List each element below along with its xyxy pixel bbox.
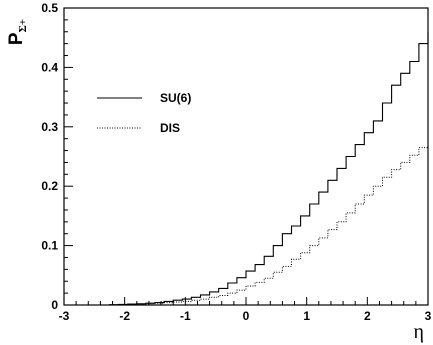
x-tick-label: -3 bbox=[59, 309, 70, 323]
y-tick-label: 0.2 bbox=[41, 179, 58, 193]
plot-frame bbox=[63, 7, 429, 306]
y-tick-label: 0.5 bbox=[41, 1, 58, 15]
legend-label: DIS bbox=[160, 121, 180, 135]
tick-layer: -3 -2 -1 0 1 2 3 0 0.1 0.2 0.3 0.4 0.5 bbox=[41, 1, 431, 323]
y-axis-title: PΣ+ bbox=[6, 19, 29, 45]
x-axis-title: η bbox=[414, 321, 424, 343]
frame-layer bbox=[63, 7, 429, 306]
x-tick-label: 0 bbox=[243, 309, 250, 323]
y-tick-label: 0.4 bbox=[41, 60, 58, 74]
series-layer bbox=[64, 31, 429, 306]
y-axis-title-sub: Σ+ bbox=[17, 19, 29, 32]
label-layer: PΣ+ η bbox=[6, 19, 424, 343]
legend: SU(6) DIS bbox=[97, 91, 191, 135]
series-line-dis bbox=[64, 138, 429, 306]
y-tick-label: 0.1 bbox=[41, 239, 58, 253]
y-tick-label: 0 bbox=[51, 298, 58, 312]
y-tick-label: 0.3 bbox=[41, 120, 58, 134]
x-tick-label: 3 bbox=[425, 309, 432, 323]
series-line-su-6- bbox=[64, 31, 429, 306]
x-tick-label: -2 bbox=[119, 309, 130, 323]
x-tick-label: 2 bbox=[364, 309, 371, 323]
y-axis-title-main: P bbox=[6, 32, 27, 45]
x-tick-label: -1 bbox=[180, 309, 191, 323]
legend-label: SU(6) bbox=[160, 91, 191, 105]
x-tick-label: 1 bbox=[303, 309, 310, 323]
